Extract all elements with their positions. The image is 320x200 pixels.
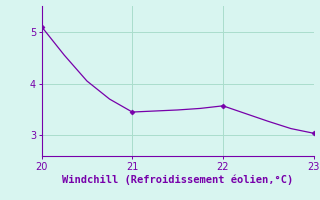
X-axis label: Windchill (Refroidissement éolien,°C): Windchill (Refroidissement éolien,°C) [62,174,293,185]
